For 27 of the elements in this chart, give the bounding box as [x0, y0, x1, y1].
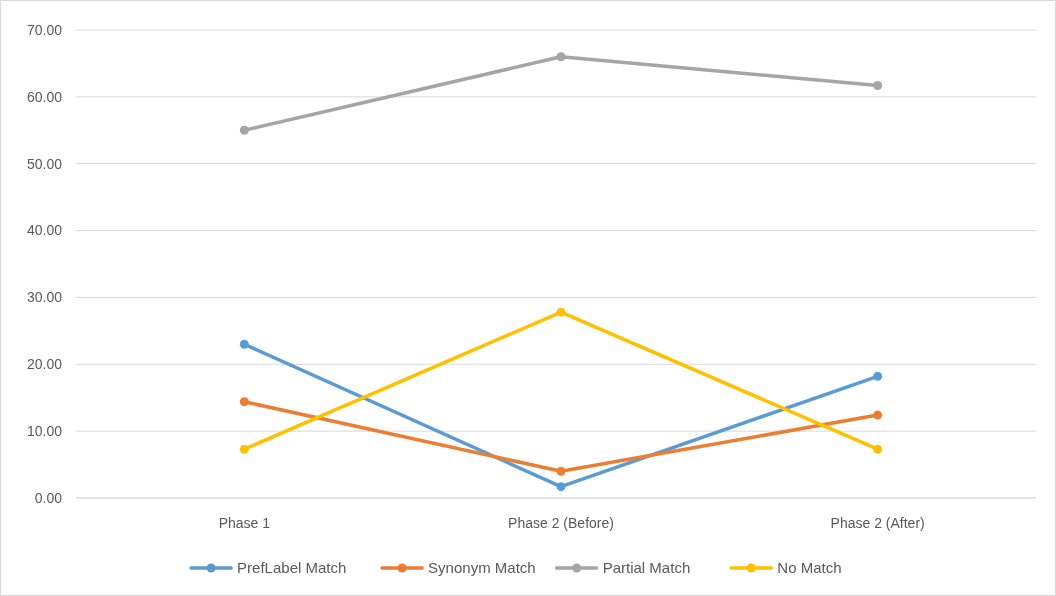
point	[873, 410, 883, 420]
point	[556, 482, 566, 492]
x-tick-label: Phase 2 (After)	[830, 515, 925, 531]
y-tick-label: 10.00	[26, 423, 63, 440]
y-tick-label: 50.00	[26, 155, 63, 172]
point	[873, 80, 883, 90]
x-tick-label: Phase 2 (Before)	[508, 515, 614, 531]
point	[239, 397, 249, 407]
point	[873, 371, 883, 381]
legend-label: Partial Match	[602, 559, 691, 577]
y-tick-label: 0.00	[34, 489, 63, 506]
x-tick-label: Phase 1	[218, 515, 271, 531]
point	[556, 52, 566, 62]
point	[556, 466, 566, 476]
legend-label: No Match	[777, 559, 842, 577]
y-tick-label: 20.00	[26, 356, 63, 373]
legend-label: Synonym Match	[428, 559, 536, 577]
y-tick-label: 70.00	[26, 21, 63, 38]
point	[239, 125, 249, 135]
y-tick-label: 40.00	[26, 222, 63, 239]
legend-label: PrefLabel Match	[237, 559, 347, 577]
point	[873, 444, 883, 454]
point	[556, 307, 566, 317]
point	[239, 339, 249, 349]
y-tick-label: 30.00	[26, 289, 63, 306]
y-tick-label: 60.00	[26, 88, 63, 105]
point	[239, 444, 249, 454]
